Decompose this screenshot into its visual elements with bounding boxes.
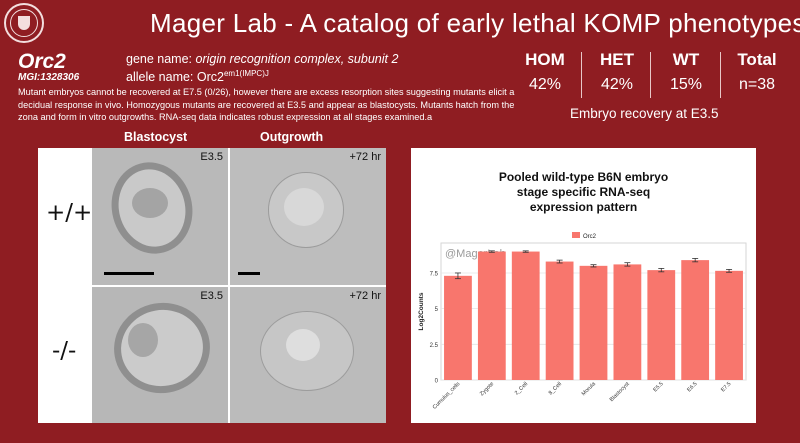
micrograph-label: E3.5: [200, 290, 223, 302]
outgrowth-core: [286, 329, 320, 361]
stat-het: HET 42%: [582, 50, 652, 94]
bar: [545, 261, 574, 380]
y-tick-label: 5: [435, 307, 439, 313]
inner-cell-mass: [128, 323, 158, 357]
y-tick-label: 0: [435, 379, 439, 385]
column-header-blastocyst: Blastocyst: [124, 130, 188, 144]
phenotype-description: Mutant embryos cannot be recovered at E7…: [18, 87, 515, 122]
expression-chart-panel: Pooled wild-type B6N embryo stage specif…: [411, 148, 756, 423]
stat-value-total: n=38: [738, 76, 776, 93]
bar: [579, 265, 608, 380]
stat-value-het: 42%: [600, 76, 634, 93]
x-tick-label: Blastocyst: [609, 381, 631, 403]
outgrowth-core: [284, 188, 324, 226]
inner-cell-mass: [132, 188, 168, 218]
stat-head-wt: WT: [672, 50, 700, 69]
stat-total: Total n=38: [722, 50, 792, 94]
x-tick-label: E5.5: [652, 381, 664, 393]
gene-name-line: gene name: origin recognition complex, s…: [126, 52, 398, 66]
y-tick-label: 2.5: [430, 343, 439, 349]
bar: [715, 270, 743, 380]
mgi-id: MGI:1328306: [18, 72, 80, 83]
bar: [681, 260, 710, 380]
y-axis-label: Log2Counts: [418, 292, 425, 330]
chart-title-line: expression pattern: [529, 200, 638, 214]
micrograph-wt-blastocyst: E3.5: [92, 148, 228, 285]
stat-divider: [650, 52, 651, 98]
stat-divider: [581, 52, 582, 98]
allele-name-label: allele name:: [126, 70, 194, 85]
micrograph-label: +72 hr: [349, 290, 382, 302]
bar: [647, 270, 676, 380]
page-title: Mager Lab - A catalog of early lethal KO…: [150, 8, 800, 38]
x-tick-label: Zygote: [479, 381, 495, 397]
chart-title-line: stage specific RNA-seq: [516, 185, 651, 199]
gene-symbol: Orc2: [18, 50, 66, 73]
bar: [511, 251, 540, 380]
legend-label: Orc2: [583, 234, 597, 240]
gene-name-value: origin recognition complex, subunit 2: [195, 52, 399, 66]
seal-shield-icon: [18, 16, 30, 30]
stats-caption: Embryo recovery at E3.5: [570, 106, 719, 121]
stat-divider: [720, 52, 721, 98]
micrograph-label: +72 hr: [349, 151, 382, 163]
allele-name-line: allele name: Orc2em1(IMPC)J: [126, 69, 269, 84]
stat-head-hom: HOM: [525, 50, 565, 69]
scale-bar: [238, 272, 260, 275]
stat-wt: WT 15%: [651, 50, 721, 94]
university-seal-logo: [4, 3, 44, 43]
gene-name-label: gene name:: [126, 52, 193, 66]
x-tick-label: Cumulus_cells: [432, 381, 462, 411]
blastocyst-embryo: [106, 295, 218, 401]
allele-name-superscript: em1(IMPC)J: [223, 69, 269, 78]
column-header-outgrowth: Outgrowth: [260, 130, 324, 144]
embryo-image-panel: +/+ -/- E3.5 +72 hr E3.5 +72 hr: [38, 148, 386, 423]
micrograph-label: E3.5: [200, 151, 223, 163]
legend-swatch: [572, 232, 580, 238]
bar: [444, 275, 472, 380]
x-tick-label: 8_Cell: [548, 381, 563, 396]
chart-title-line: Pooled wild-type B6N embryo: [498, 170, 669, 184]
stat-head-het: HET: [600, 50, 634, 69]
x-tick-label: E7.5: [720, 381, 732, 393]
bar-chart: 02.557.5Log2CountsOrc2@MagerLabCumulus_c…: [418, 232, 747, 411]
scale-bar: [104, 272, 154, 275]
stat-head-total: Total: [737, 50, 777, 69]
micrograph-mutant-outgrowth: +72 hr: [230, 287, 386, 423]
stat-value-hom: 42%: [528, 76, 562, 93]
chart-title: Pooled wild-type B6N embryo stage specif…: [411, 170, 756, 215]
bar: [613, 264, 642, 380]
y-tick-label: 7.5: [430, 271, 439, 277]
recovery-stats: HOM 42% HET 42% WT 15% Total n=38: [510, 50, 792, 100]
x-tick-label: E6.5: [686, 381, 698, 393]
genotype-label-mutant: -/-: [52, 338, 77, 364]
allele-name-base: Orc2: [196, 70, 224, 85]
micrograph-mutant-blastocyst: E3.5: [92, 287, 228, 423]
micrograph-wt-outgrowth: +72 hr: [230, 148, 386, 285]
x-tick-label: Morula: [581, 381, 598, 398]
x-tick-label: 2_Cell: [514, 381, 529, 396]
stat-value-wt: 15%: [669, 76, 703, 93]
bar: [477, 251, 506, 380]
genotype-label-wt: +/+: [46, 200, 93, 226]
stat-hom: HOM 42%: [510, 50, 580, 94]
